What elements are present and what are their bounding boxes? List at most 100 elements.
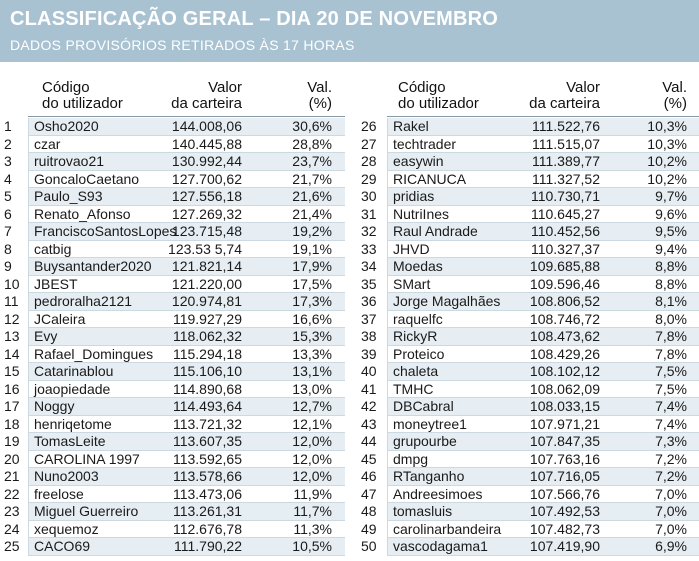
percent-change: 17,5%	[292, 275, 332, 292]
table-row: 13 Evy 118.062,32 15,3%	[0, 328, 345, 346]
row-divider	[387, 292, 699, 293]
portfolio-value: 121.220,00	[171, 275, 242, 292]
ranking-table-right: Código do utilizador Valor da carteira V…	[356, 80, 699, 556]
header-banner: CLASSIFICAÇÃO GERAL – DIA 20 DE NOVEMBRO…	[0, 0, 699, 62]
column-header-value: Valor da carteira	[529, 80, 600, 112]
row-divider	[387, 169, 699, 171]
percent-change: 8,8%	[655, 275, 687, 292]
rank-divider	[387, 450, 388, 468]
table-row: 14 Rafael_Domingues 115.294,18 13,3%	[0, 345, 345, 363]
percent-change: 9,5%	[655, 223, 687, 239]
portfolio-value: 111.515,07	[532, 135, 600, 152]
percent-change: 9,7%	[655, 188, 687, 204]
user-code: czar	[34, 135, 61, 152]
user-code: Moedas	[393, 258, 443, 274]
percent-change: 9,6%	[655, 205, 687, 222]
rank-divider	[387, 538, 388, 556]
row-background	[387, 118, 699, 136]
portfolio-value: 107.482,73	[529, 520, 600, 537]
user-code: joaopiedade	[34, 380, 111, 397]
rank-number: 38	[361, 328, 377, 344]
row-divider	[387, 554, 699, 556]
rank-number: 32	[361, 223, 377, 239]
rank-divider	[387, 345, 388, 363]
header-pct-line1: Val.	[307, 79, 332, 96]
rank-number: 35	[361, 275, 377, 292]
rank-divider	[28, 240, 29, 258]
rank-number: 24	[4, 520, 20, 537]
row-divider	[28, 484, 345, 486]
row-divider	[28, 502, 345, 503]
portfolio-value: 114.493,64	[172, 398, 242, 414]
portfolio-value: 127.700,62	[171, 170, 242, 187]
rank-number: 19	[4, 433, 20, 449]
row-divider	[28, 274, 345, 276]
table-row: 35 SMart 109.596,46 8,8%	[356, 275, 699, 293]
percent-change: 9,4%	[655, 240, 687, 257]
user-code: Osho2020	[34, 118, 99, 134]
user-code: NutriInes	[393, 205, 450, 222]
portfolio-value: 113.592,65	[172, 450, 242, 467]
user-code: Andreesimoes	[393, 485, 483, 502]
table-row: 18 henriqetome 113.721,32 12,1%	[0, 415, 345, 433]
ranking-table-left: Código do utilizador Valor da carteira V…	[0, 80, 345, 556]
row-background	[28, 258, 345, 276]
rank-divider	[387, 223, 388, 241]
percent-change: 12,0%	[292, 468, 332, 484]
user-code: Proteico	[393, 345, 445, 362]
rank-number: 9	[4, 258, 12, 274]
portfolio-value: 111.389,77	[532, 153, 600, 169]
percent-change: 10,3%	[647, 118, 687, 134]
rank-number: 10	[4, 275, 20, 292]
portfolio-value: 108.746,72	[529, 310, 600, 327]
percent-change: 7,4%	[655, 398, 687, 414]
row-background	[28, 118, 345, 136]
percent-change: 7,2%	[655, 468, 687, 484]
row-background	[387, 538, 699, 556]
portfolio-value: 108.062,09	[529, 380, 600, 397]
percent-change: 12,0%	[292, 433, 332, 449]
rank-divider	[28, 328, 29, 346]
rank-number: 46	[361, 468, 377, 484]
row-background	[28, 293, 345, 311]
row-divider	[387, 362, 699, 363]
user-code: JBEST	[34, 275, 78, 292]
percent-change: 7,8%	[655, 345, 687, 362]
row-divider	[28, 327, 345, 328]
percent-change: 7,8%	[655, 328, 687, 344]
table-row: 41 TMHC 108.062,09 7,5%	[356, 380, 699, 398]
portfolio-value: 110.327,37	[530, 240, 600, 257]
rank-number: 3	[4, 153, 12, 169]
rank-number: 23	[4, 503, 20, 519]
portfolio-value: 113.578,66	[172, 468, 242, 484]
user-code: Evy	[34, 328, 58, 344]
rank-divider	[28, 433, 29, 451]
row-divider	[28, 467, 345, 468]
row-divider	[28, 152, 345, 153]
rank-number: 26	[361, 118, 377, 134]
row-divider	[387, 152, 699, 153]
rank-divider	[387, 328, 388, 346]
row-background	[387, 503, 699, 521]
portfolio-value: 119.927,29	[172, 310, 242, 327]
table-row: 19 TomasLeite 113.607,35 12,0%	[0, 433, 345, 451]
percent-change: 7,0%	[655, 485, 687, 502]
table-header: Código do utilizador Valor da carteira V…	[356, 80, 699, 116]
portfolio-value: 113.607,35	[172, 433, 242, 449]
percent-change: 13,1%	[292, 363, 332, 379]
table-row: 45 dmpg 107.763,16 7,2%	[356, 450, 699, 468]
rank-divider	[387, 380, 388, 398]
user-code: Buysantander2020	[34, 258, 152, 274]
table-row: 34 Moedas 109.685,88 8,8%	[356, 258, 699, 276]
user-code: pedroralha2121	[34, 293, 133, 309]
table-body: 1 Osho2020 144.008,06 30,6% 2 czar 140.445,88 2…	[0, 116, 345, 556]
user-code: tomasluis	[393, 503, 453, 519]
user-code: JCaleira	[34, 310, 86, 327]
column-header-value: Valor da carteira	[171, 80, 242, 112]
portfolio-value: 108.102,12	[529, 363, 600, 379]
table-top-rule	[387, 116, 699, 117]
column-header-percent: Val. (%)	[662, 80, 687, 112]
table-row: 17 Noggy 114.493,64 12,7%	[0, 398, 345, 416]
rank-number: 40	[361, 363, 377, 379]
table-row: 37 raquelfc 108.746,72 8,0%	[356, 310, 699, 328]
